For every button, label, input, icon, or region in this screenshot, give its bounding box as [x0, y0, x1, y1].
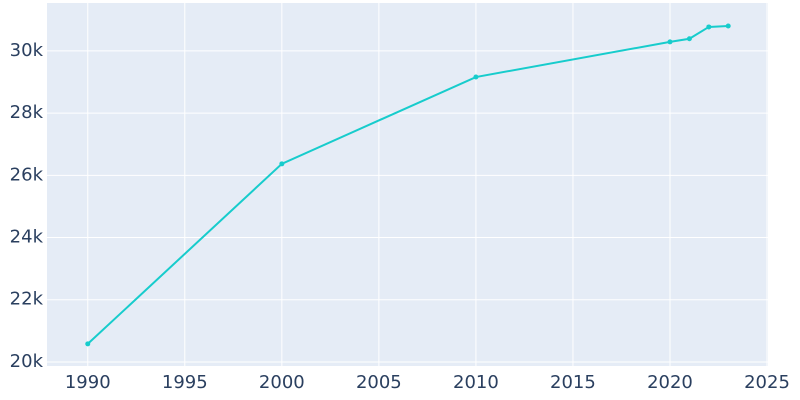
x-tick-label: 2015 — [550, 372, 596, 393]
y-tick-label: 20k — [10, 351, 44, 372]
x-tick-label: 2010 — [453, 372, 499, 393]
y-tick-label: 22k — [10, 289, 44, 310]
point — [279, 161, 285, 167]
point — [686, 36, 692, 42]
y-tick-label: 24k — [10, 227, 44, 248]
y-tick-label: 28k — [10, 102, 44, 123]
x-tick-label: 2025 — [744, 372, 790, 393]
point — [706, 24, 712, 30]
x-tick-label: 2000 — [259, 372, 305, 393]
point — [725, 23, 731, 29]
point — [85, 341, 91, 347]
x-tick-label: 2005 — [356, 372, 402, 393]
point — [473, 74, 479, 80]
point — [667, 39, 673, 45]
x-tick-label: 1990 — [65, 372, 111, 393]
x-tick-label: 1995 — [162, 372, 208, 393]
plot-area — [47, 3, 768, 366]
y-tick-label: 30k — [10, 40, 44, 61]
x-tick-label: 2020 — [647, 372, 693, 393]
y-tick-label: 26k — [10, 164, 44, 185]
